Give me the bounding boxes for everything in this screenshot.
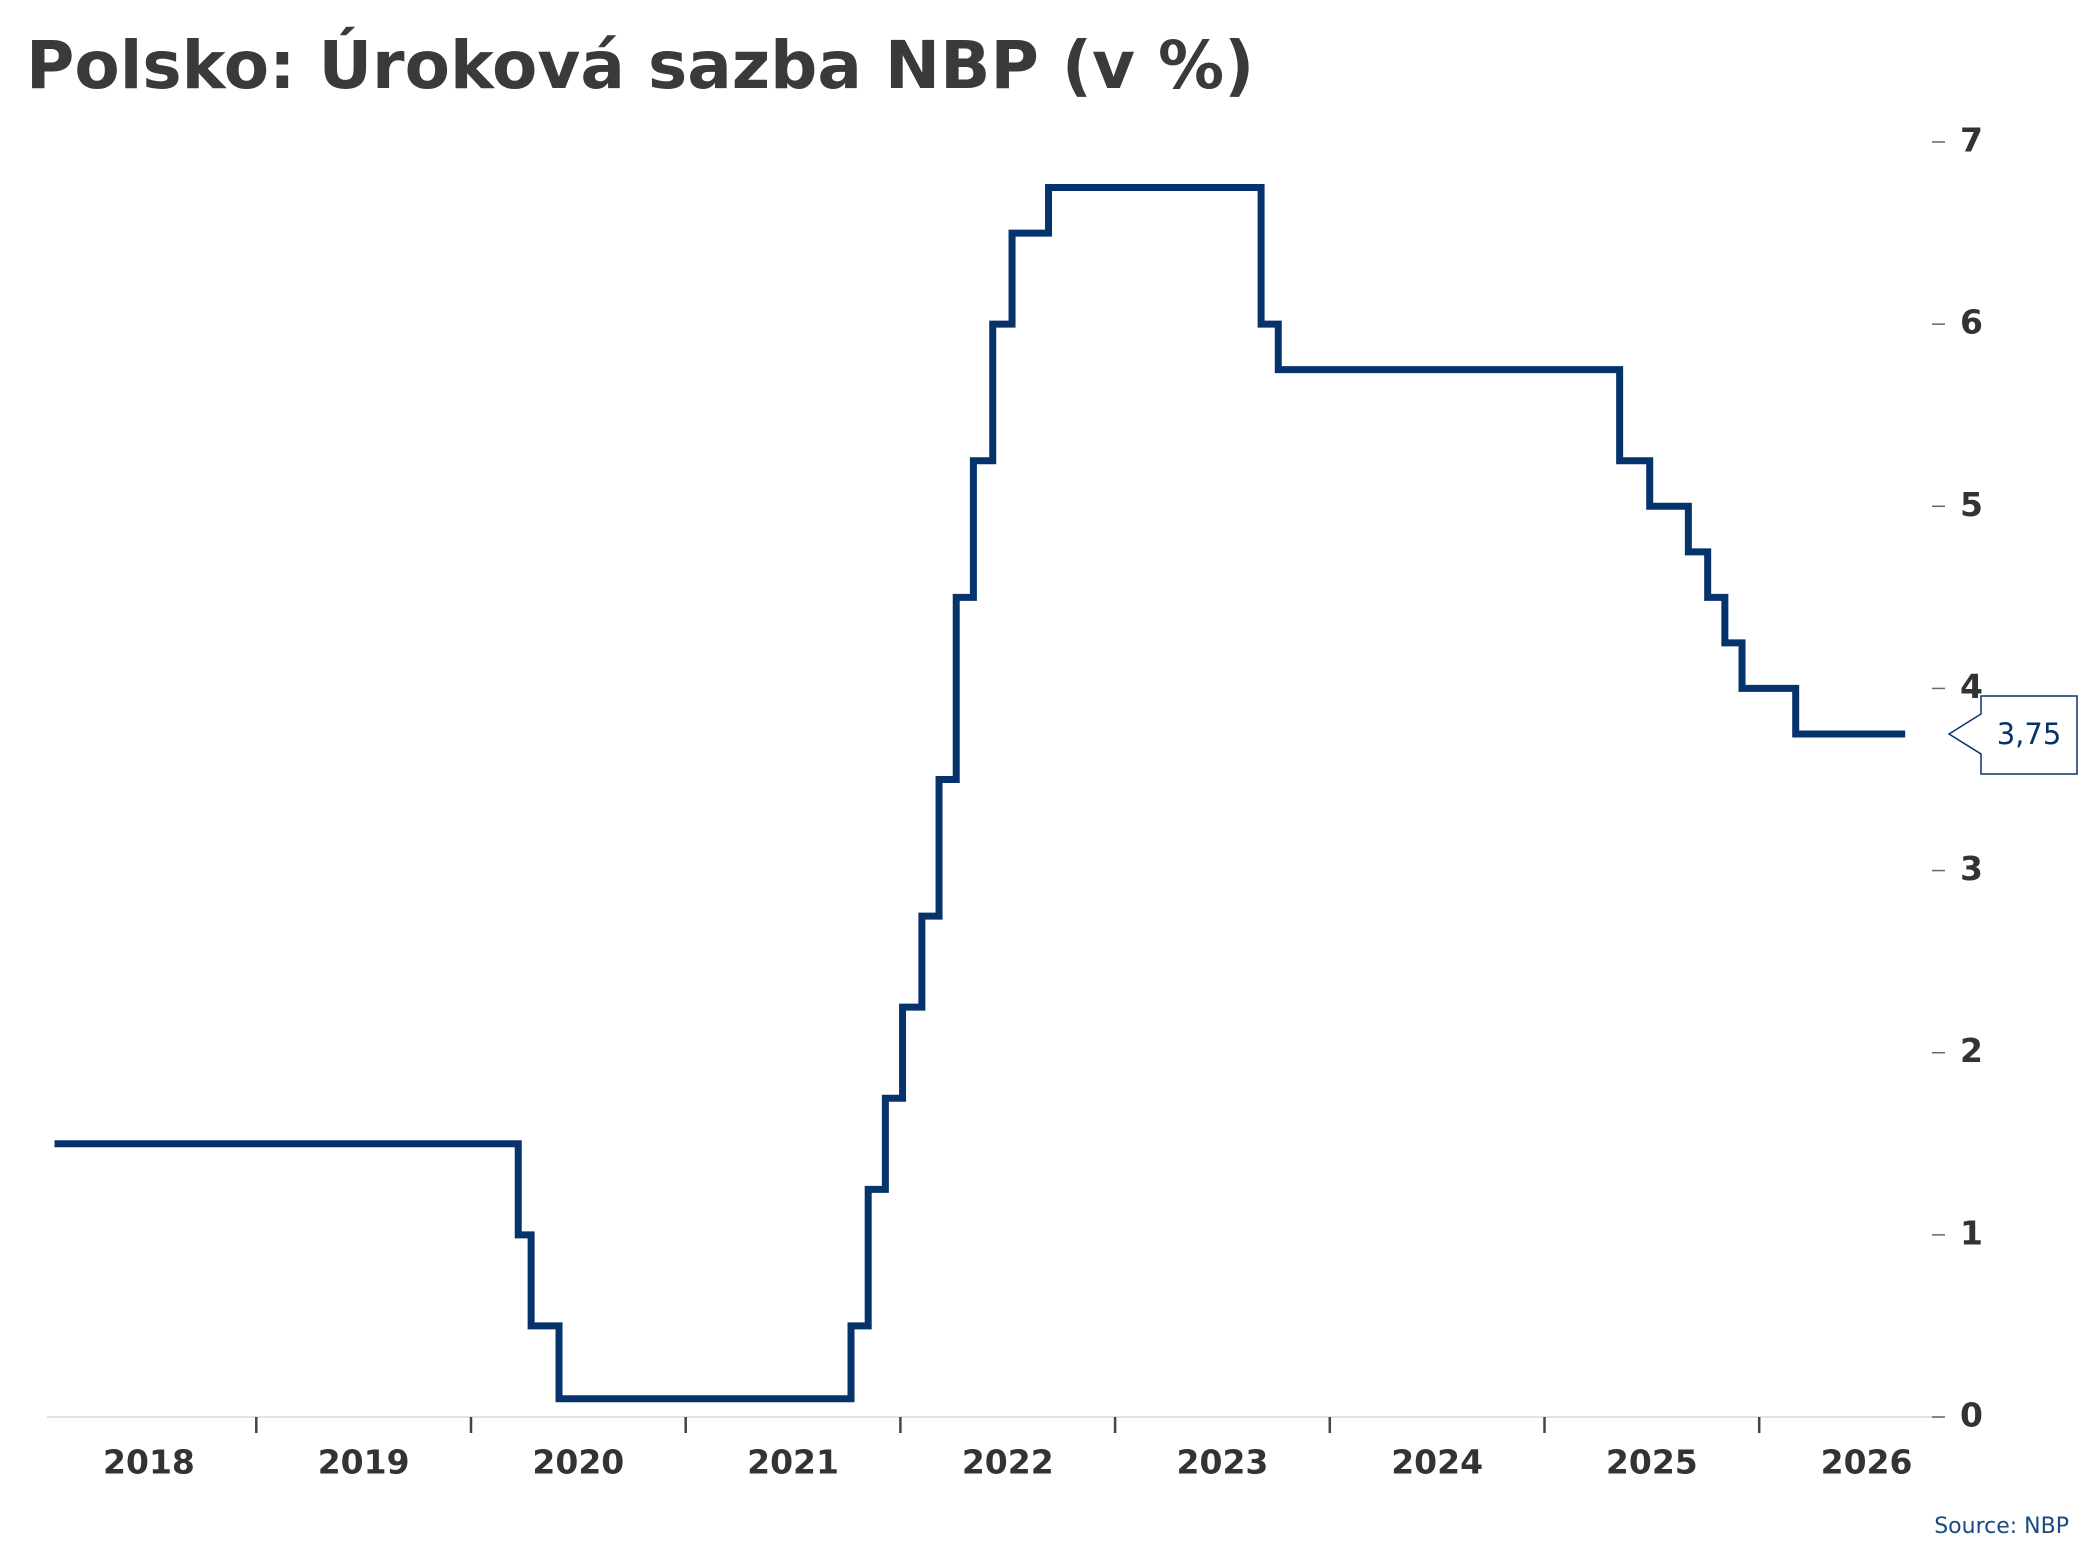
- x-tick-label: 2020: [532, 1443, 624, 1482]
- x-tick-label: 2024: [1391, 1443, 1483, 1482]
- y-tick-label: 4: [1960, 667, 1983, 706]
- x-tick-label: 2025: [1606, 1443, 1698, 1482]
- x-tick-label: 2022: [962, 1443, 1054, 1482]
- y-tick-label: 6: [1960, 303, 1983, 342]
- x-tick-label: 2021: [747, 1443, 839, 1482]
- y-tick-label: 0: [1960, 1396, 1983, 1435]
- value-callout: [1947, 695, 2078, 775]
- value-label: 3,75: [1997, 717, 2062, 751]
- y-tick-label: 3: [1960, 849, 1983, 888]
- y-tick-label: 7: [1960, 121, 1983, 160]
- y-tick-label: 2: [1960, 1031, 1983, 1070]
- rate-line: [54, 184, 1906, 1403]
- chart-title: Polsko: Úroková sazba NBP (v %): [26, 27, 1254, 104]
- y-tick-label: 1: [1960, 1213, 1983, 1252]
- x-tick-label: 2018: [103, 1443, 195, 1482]
- x-tick-label: 2019: [318, 1443, 410, 1482]
- y-tick-label: 5: [1960, 485, 1983, 524]
- x-tick-label: 2023: [1177, 1443, 1269, 1482]
- x-tick-label: 2026: [1821, 1443, 1913, 1482]
- source: Source: NBP: [1934, 1514, 2069, 1539]
